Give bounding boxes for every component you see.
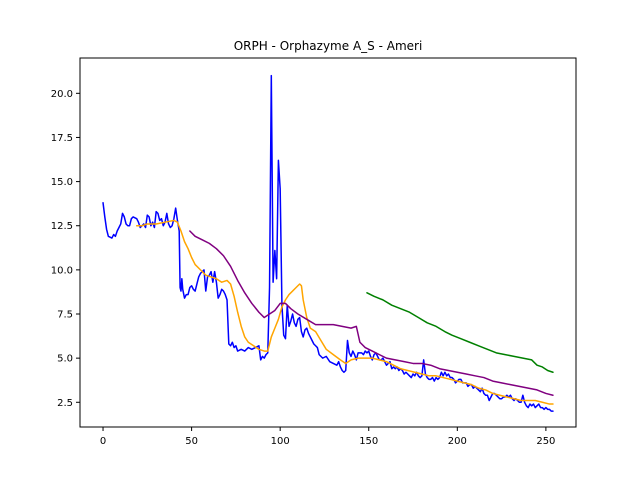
y-tick-label: 15.0 [51, 177, 73, 188]
chart-title: ORPH - Orphazyme A_S - Ameri [234, 39, 423, 53]
x-tick-label: 150 [359, 436, 378, 447]
x-tick-label: 50 [185, 436, 198, 447]
series-line-2 [135, 219, 554, 405]
x-axis: 0 50 100 150 200 250 [100, 427, 555, 447]
x-tick-label: 250 [536, 436, 555, 447]
y-axis: 2.5 5.0 7.5 10.0 12.5 15.0 17.5 20.0 [51, 89, 80, 409]
series-line-4 [366, 292, 554, 374]
y-tick-label: 12.5 [51, 221, 73, 232]
plot-frame [79, 57, 577, 428]
series-layer [102, 74, 554, 412]
series-line-3 [189, 230, 554, 396]
y-tick-label: 2.5 [57, 398, 73, 409]
y-tick-label: 5.0 [57, 354, 73, 365]
x-tick-label: 0 [100, 436, 106, 447]
y-tick-label: 17.5 [51, 133, 73, 144]
y-tick-label: 10.0 [51, 265, 73, 276]
x-tick-label: 100 [271, 436, 290, 447]
y-tick-label: 7.5 [57, 310, 73, 321]
y-tick-label: 20.0 [51, 89, 73, 100]
x-tick-label: 200 [448, 436, 467, 447]
